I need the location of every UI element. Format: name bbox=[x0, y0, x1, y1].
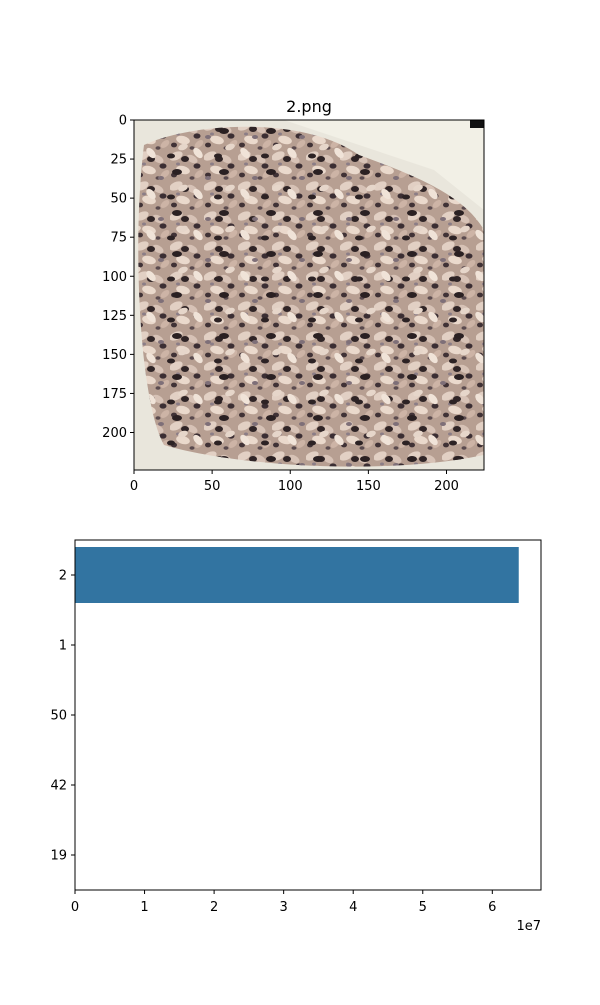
image-y-tick-label: 100 bbox=[102, 270, 127, 285]
dark-corner bbox=[470, 120, 484, 128]
image-x-tick-label: 0 bbox=[130, 479, 138, 494]
image-y-tick-label: 0 bbox=[119, 114, 127, 129]
image-x-tick-label: 200 bbox=[434, 479, 459, 494]
bar-x-tick-label: 0 bbox=[71, 900, 79, 915]
image-axes: 2.png 0 50 100 150 200 0 25 50 75 100 125 150 175 20… bbox=[102, 97, 485, 494]
bar-y-tick-label: 50 bbox=[50, 709, 67, 724]
bar-x-tick-label: 2 bbox=[210, 900, 218, 915]
image-y-tick-label: 150 bbox=[102, 348, 127, 363]
bar-2 bbox=[75, 547, 519, 603]
rice-texture bbox=[138, 126, 484, 467]
image-y-ticks: 0 25 50 75 100 125 150 175 200 bbox=[102, 114, 134, 441]
image-x-tick-label: 150 bbox=[356, 479, 381, 494]
bar-y-tick-label: 2 bbox=[59, 569, 67, 584]
image-y-tick-label: 200 bbox=[102, 426, 127, 441]
image-title: 2.png bbox=[286, 97, 332, 116]
image-axes-frame bbox=[133, 119, 485, 471]
image-x-ticks: 0 50 100 150 200 bbox=[130, 470, 459, 494]
bars bbox=[75, 547, 519, 603]
image-y-tick-label: 50 bbox=[110, 192, 127, 207]
bar-x-tick-label: 4 bbox=[349, 900, 357, 915]
image-x-tick-label: 50 bbox=[204, 479, 221, 494]
bar-x-tick-label: 3 bbox=[280, 900, 288, 915]
bar-x-tick-label: 1 bbox=[140, 900, 148, 915]
bar-x-tick-label: 6 bbox=[488, 900, 496, 915]
bar-y-tick-label: 42 bbox=[50, 779, 67, 794]
bar-x-tick-label: 5 bbox=[419, 900, 427, 915]
bar-y-ticks: 2 1 50 42 19 bbox=[50, 569, 75, 864]
rice-photo bbox=[134, 120, 484, 470]
image-y-tick-label: 25 bbox=[110, 153, 127, 168]
image-x-tick-label: 100 bbox=[278, 479, 303, 494]
x-offset-label: 1e7 bbox=[516, 919, 541, 934]
plate-rim bbox=[284, 120, 484, 210]
bar-y-tick-label: 1 bbox=[59, 639, 67, 654]
bar-x-ticks: 0 1 2 3 4 5 6 bbox=[71, 890, 496, 915]
bar-y-tick-label: 19 bbox=[50, 849, 67, 864]
image-y-tick-label: 125 bbox=[102, 309, 127, 324]
image-y-tick-label: 75 bbox=[110, 231, 127, 246]
image-y-tick-label: 175 bbox=[102, 387, 127, 402]
bar-axes: 0 1 2 3 4 5 6 2 1 50 42 19 1e7 bbox=[50, 539, 542, 934]
